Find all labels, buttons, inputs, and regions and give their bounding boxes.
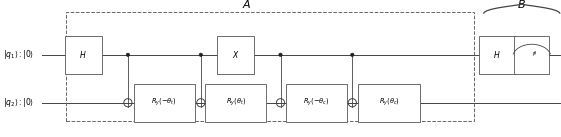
Text: $R_y(-\theta_c)$: $R_y(-\theta_c)$ — [303, 97, 330, 109]
Bar — [358, 84, 420, 122]
Bar — [65, 36, 102, 74]
Bar — [134, 84, 195, 122]
Circle shape — [279, 53, 282, 56]
Bar — [66, 12, 474, 121]
Bar — [514, 36, 549, 74]
Bar — [217, 36, 254, 74]
Bar — [479, 36, 516, 74]
Text: $B$: $B$ — [517, 0, 526, 10]
Circle shape — [199, 53, 203, 56]
Text: $|q_1\rangle:|0\rangle$: $|q_1\rangle:|0\rangle$ — [3, 48, 34, 61]
Text: $H$: $H$ — [493, 49, 501, 60]
Circle shape — [126, 53, 130, 56]
Bar — [286, 84, 347, 122]
Text: $X$: $X$ — [232, 49, 240, 60]
Circle shape — [351, 53, 354, 56]
Text: $A$: $A$ — [242, 0, 251, 10]
Text: $H$: $H$ — [79, 49, 87, 60]
Text: $R_y(\theta_t)$: $R_y(\theta_t)$ — [226, 97, 246, 109]
Bar — [205, 84, 266, 122]
Text: $R_y(\theta_c)$: $R_y(\theta_c)$ — [379, 97, 400, 109]
Text: $|q_2\rangle:|0\rangle$: $|q_2\rangle:|0\rangle$ — [3, 96, 34, 109]
Text: $R_y(-\theta_t)$: $R_y(-\theta_t)$ — [151, 97, 177, 109]
